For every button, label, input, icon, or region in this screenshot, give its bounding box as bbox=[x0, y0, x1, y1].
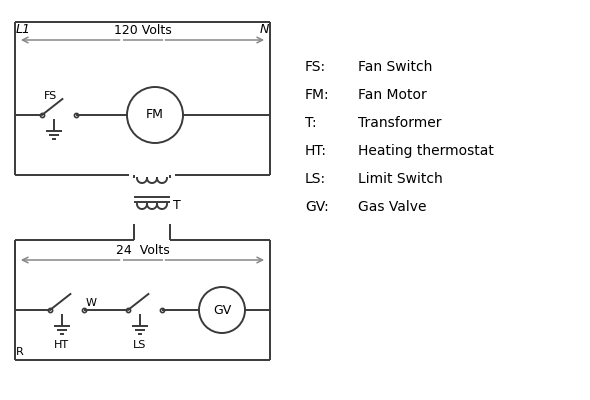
Text: LS:: LS: bbox=[305, 172, 326, 186]
Text: FS: FS bbox=[44, 91, 57, 101]
Text: FM:: FM: bbox=[305, 88, 330, 102]
Text: GV:: GV: bbox=[305, 200, 329, 214]
Text: Gas Valve: Gas Valve bbox=[358, 200, 427, 214]
Text: 24  Volts: 24 Volts bbox=[116, 244, 169, 257]
Text: L1: L1 bbox=[16, 23, 31, 36]
Text: Transformer: Transformer bbox=[358, 116, 441, 130]
Text: N: N bbox=[260, 23, 269, 36]
Text: HT: HT bbox=[54, 340, 70, 350]
Text: 120 Volts: 120 Volts bbox=[114, 24, 171, 37]
Text: R: R bbox=[16, 347, 24, 357]
Text: GV: GV bbox=[213, 304, 231, 316]
Text: T: T bbox=[173, 199, 181, 212]
Text: LS: LS bbox=[133, 340, 146, 350]
Text: Limit Switch: Limit Switch bbox=[358, 172, 442, 186]
Text: Fan Motor: Fan Motor bbox=[358, 88, 427, 102]
Text: FM: FM bbox=[146, 108, 164, 122]
Text: T:: T: bbox=[305, 116, 317, 130]
Text: FS:: FS: bbox=[305, 60, 326, 74]
Text: Heating thermostat: Heating thermostat bbox=[358, 144, 494, 158]
Text: HT:: HT: bbox=[305, 144, 327, 158]
Text: Fan Switch: Fan Switch bbox=[358, 60, 432, 74]
Text: W: W bbox=[86, 298, 97, 308]
